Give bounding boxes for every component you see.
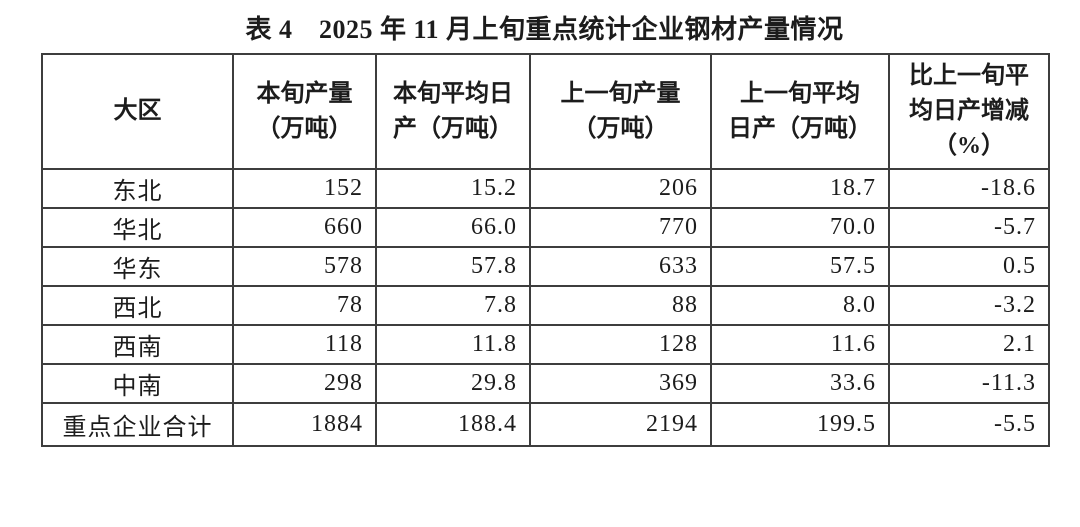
- value-cell: 298: [232, 363, 377, 404]
- header-cell-current-period-daily-average: 本旬平均日 产（万吨）: [375, 53, 531, 170]
- value-cell: 633: [529, 246, 712, 287]
- value-cell: 369: [529, 363, 712, 404]
- region-cell: 华东: [41, 246, 234, 287]
- region-cell: 华北: [41, 207, 234, 248]
- value-cell: 88: [529, 285, 712, 326]
- steel-output-table: 大区 本旬产量 （万吨） 本旬平均日 产（万吨） 上一旬产量 （万吨） 上一旬平…: [41, 53, 1050, 447]
- value-cell: 578: [232, 246, 377, 287]
- document-page: 表 4 2025 年 11 月上旬重点统计企业钢材产量情况 大区 本旬产量 （万…: [0, 12, 1080, 447]
- value-cell: 1884: [232, 402, 377, 447]
- value-cell: 0.5: [888, 246, 1050, 287]
- header-cell-previous-period-daily-average: 上一旬平均 日产（万吨）: [710, 53, 890, 170]
- value-cell: 29.8: [375, 363, 531, 404]
- table-row-total: 重点企业合计 1884 188.4 2194 199.5 -5.5: [41, 402, 1050, 447]
- value-cell: 152: [232, 168, 377, 209]
- value-cell: -11.3: [888, 363, 1050, 404]
- table-row: 西南 118 11.8 128 11.6 2.1: [41, 324, 1050, 365]
- value-cell: 206: [529, 168, 712, 209]
- header-cell-daily-average-change-pct: 比上一旬平 均日产增减 （%）: [888, 53, 1050, 170]
- value-cell: -18.6: [888, 168, 1050, 209]
- region-cell: 中南: [41, 363, 234, 404]
- value-cell: 66.0: [375, 207, 531, 248]
- table-row: 东北 152 15.2 206 18.7 -18.6: [41, 168, 1050, 209]
- value-cell: 660: [232, 207, 377, 248]
- value-cell: -3.2: [888, 285, 1050, 326]
- value-cell: 70.0: [710, 207, 890, 248]
- header-cell-current-period-output: 本旬产量 （万吨）: [232, 53, 377, 170]
- value-cell: 199.5: [710, 402, 890, 447]
- region-cell: 东北: [41, 168, 234, 209]
- value-cell: -5.7: [888, 207, 1050, 248]
- header-cell-region: 大区: [41, 53, 234, 170]
- value-cell: 128: [529, 324, 712, 365]
- value-cell: 188.4: [375, 402, 531, 447]
- region-cell: 西南: [41, 324, 234, 365]
- value-cell: 11.6: [710, 324, 890, 365]
- value-cell: 18.7: [710, 168, 890, 209]
- value-cell: 8.0: [710, 285, 890, 326]
- region-cell: 西北: [41, 285, 234, 326]
- region-cell: 重点企业合计: [41, 402, 234, 447]
- value-cell: 2.1: [888, 324, 1050, 365]
- header-cell-previous-period-output: 上一旬产量 （万吨）: [529, 53, 712, 170]
- value-cell: 57.8: [375, 246, 531, 287]
- value-cell: 2194: [529, 402, 712, 447]
- value-cell: 11.8: [375, 324, 531, 365]
- table-title: 表 4 2025 年 11 月上旬重点统计企业钢材产量情况: [245, 15, 844, 44]
- table-row: 华北 660 66.0 770 70.0 -5.7: [41, 207, 1050, 248]
- table-row: 西北 78 7.8 88 8.0 -3.2: [41, 285, 1050, 326]
- header-row: 大区 本旬产量 （万吨） 本旬平均日 产（万吨） 上一旬产量 （万吨） 上一旬平…: [41, 53, 1050, 170]
- value-cell: 78: [232, 285, 377, 326]
- value-cell: -5.5: [888, 402, 1050, 447]
- table-row: 中南 298 29.8 369 33.6 -11.3: [41, 363, 1050, 404]
- value-cell: 770: [529, 207, 712, 248]
- table-row: 华东 578 57.8 633 57.5 0.5: [41, 246, 1050, 287]
- value-cell: 33.6: [710, 363, 890, 404]
- value-cell: 7.8: [375, 285, 531, 326]
- value-cell: 118: [232, 324, 377, 365]
- value-cell: 15.2: [375, 168, 531, 209]
- value-cell: 57.5: [710, 246, 890, 287]
